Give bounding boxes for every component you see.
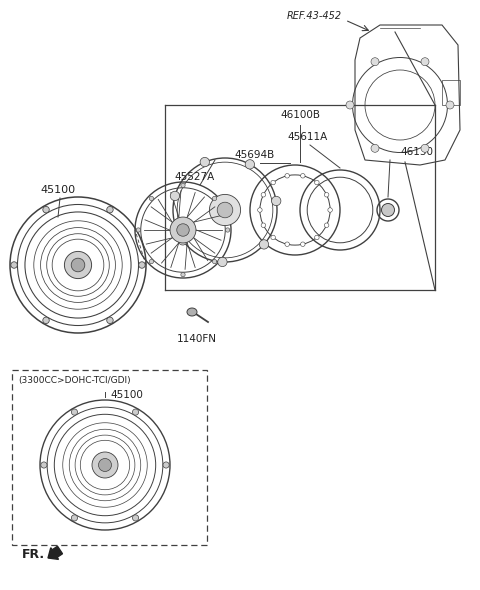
Ellipse shape (261, 223, 265, 228)
Ellipse shape (132, 515, 139, 521)
Ellipse shape (71, 258, 85, 272)
Text: FR.: FR. (22, 549, 45, 562)
Ellipse shape (324, 223, 329, 228)
Ellipse shape (107, 317, 113, 323)
Ellipse shape (271, 181, 276, 185)
Ellipse shape (259, 240, 269, 249)
Ellipse shape (371, 145, 379, 152)
Text: 46100B: 46100B (280, 110, 320, 120)
Ellipse shape (43, 317, 49, 323)
Ellipse shape (170, 191, 180, 201)
Ellipse shape (181, 273, 185, 277)
Ellipse shape (285, 242, 289, 247)
Ellipse shape (43, 206, 49, 213)
Ellipse shape (209, 194, 240, 225)
Text: (3300CC>DOHC-TCI/GDI): (3300CC>DOHC-TCI/GDI) (18, 376, 131, 385)
Ellipse shape (41, 462, 47, 468)
Ellipse shape (213, 260, 217, 264)
Text: 46130: 46130 (400, 147, 433, 157)
Ellipse shape (245, 160, 254, 169)
Ellipse shape (421, 58, 429, 65)
Text: 45100: 45100 (110, 390, 143, 400)
Text: 45611A: 45611A (288, 132, 328, 142)
Ellipse shape (272, 196, 281, 206)
Ellipse shape (382, 204, 395, 217)
Ellipse shape (170, 217, 196, 243)
Ellipse shape (163, 462, 169, 468)
Ellipse shape (11, 262, 17, 268)
Ellipse shape (300, 242, 305, 247)
Ellipse shape (446, 101, 454, 109)
Ellipse shape (314, 235, 319, 240)
Ellipse shape (213, 196, 217, 201)
Text: 45527A: 45527A (175, 172, 215, 182)
Ellipse shape (218, 257, 227, 267)
Ellipse shape (371, 58, 379, 65)
FancyArrow shape (48, 546, 62, 559)
Ellipse shape (346, 101, 354, 109)
Text: 45100: 45100 (40, 185, 75, 195)
Ellipse shape (177, 224, 189, 236)
Ellipse shape (421, 145, 429, 152)
Ellipse shape (217, 202, 233, 218)
Ellipse shape (324, 192, 329, 197)
Ellipse shape (258, 208, 262, 212)
Ellipse shape (64, 251, 92, 278)
Ellipse shape (181, 183, 185, 188)
Text: 45694B: 45694B (235, 150, 275, 160)
Ellipse shape (72, 515, 78, 521)
Ellipse shape (98, 458, 111, 471)
Ellipse shape (178, 235, 188, 245)
Ellipse shape (136, 228, 141, 232)
Ellipse shape (261, 192, 265, 197)
Ellipse shape (200, 158, 209, 167)
Ellipse shape (300, 173, 305, 178)
Text: 1140FN: 1140FN (177, 334, 217, 344)
Ellipse shape (72, 409, 78, 415)
Ellipse shape (92, 452, 118, 478)
Ellipse shape (285, 173, 289, 178)
Ellipse shape (149, 260, 154, 264)
Ellipse shape (328, 208, 332, 212)
Ellipse shape (271, 235, 276, 240)
Ellipse shape (139, 262, 145, 268)
Ellipse shape (314, 181, 319, 185)
Ellipse shape (149, 196, 154, 201)
Ellipse shape (226, 228, 230, 232)
Ellipse shape (107, 206, 113, 213)
Ellipse shape (132, 409, 139, 415)
Text: REF.43-452: REF.43-452 (287, 11, 342, 21)
Ellipse shape (187, 308, 197, 316)
